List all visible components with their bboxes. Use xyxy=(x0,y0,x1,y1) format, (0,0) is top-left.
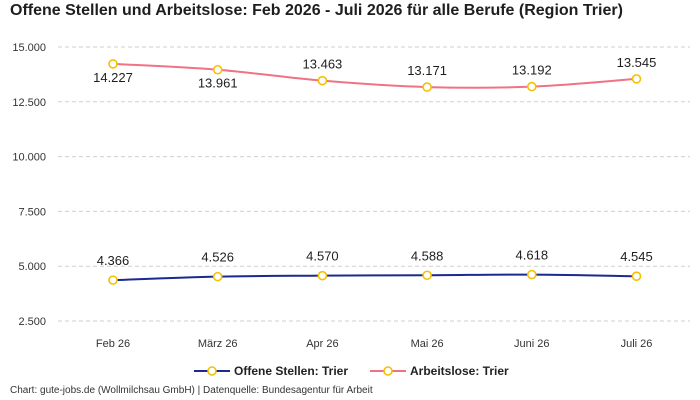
y-tick-label: 7.500 xyxy=(18,206,46,218)
data-point xyxy=(631,271,642,281)
data-label: 4.570 xyxy=(306,249,339,264)
data-point xyxy=(526,269,537,280)
series-line xyxy=(112,273,637,282)
data-label: 4.618 xyxy=(516,248,549,263)
x-tick-label: Juni 26 xyxy=(514,338,549,350)
data-point xyxy=(526,81,537,92)
data-point xyxy=(422,270,432,281)
x-tick-label: Feb 26 xyxy=(96,338,130,350)
data-label: 4.366 xyxy=(97,253,130,268)
data-point xyxy=(108,59,118,69)
data-point xyxy=(422,82,432,92)
y-tick-label: 15.000 xyxy=(12,42,46,54)
y-tick-label: 12.500 xyxy=(12,97,46,109)
data-label: 14.227 xyxy=(93,70,133,85)
x-tick-label: Apr 26 xyxy=(306,338,338,350)
data-label: 4.545 xyxy=(620,249,653,264)
data-point xyxy=(317,270,328,281)
x-tick-label: Juli 26 xyxy=(621,338,653,350)
data-point xyxy=(317,75,328,86)
data-point xyxy=(212,271,223,282)
data-label: 13.961 xyxy=(198,76,238,91)
data-label: 4.588 xyxy=(411,248,444,263)
y-tick-label: 2.500 xyxy=(18,316,46,328)
legend-marker xyxy=(207,366,217,376)
data-point xyxy=(108,275,118,285)
data-point xyxy=(631,74,642,84)
chart-title: Offene Stellen und Arbeitslose: Feb 2026… xyxy=(10,2,623,19)
data-label: 4.526 xyxy=(201,250,234,265)
data-label: 13.171 xyxy=(407,63,447,78)
data-point xyxy=(212,64,223,75)
data-label: 13.463 xyxy=(303,57,343,72)
y-tick-label: 5.000 xyxy=(18,261,46,273)
x-tick-label: März 26 xyxy=(198,338,238,350)
x-tick-label: Mai 26 xyxy=(411,338,444,350)
data-label: 13.192 xyxy=(512,63,552,78)
source-footer: Chart: gute-jobs.de (Wollmilchsau GmbH) … xyxy=(10,385,373,396)
legend-marker xyxy=(383,366,393,376)
series-line xyxy=(112,62,637,89)
data-label: 13.545 xyxy=(617,55,657,70)
legend-label: Arbeitslose: Trier xyxy=(410,364,509,378)
legend-label: Offene Stellen: Trier xyxy=(234,364,348,378)
y-tick-label: 10.000 xyxy=(12,152,46,164)
